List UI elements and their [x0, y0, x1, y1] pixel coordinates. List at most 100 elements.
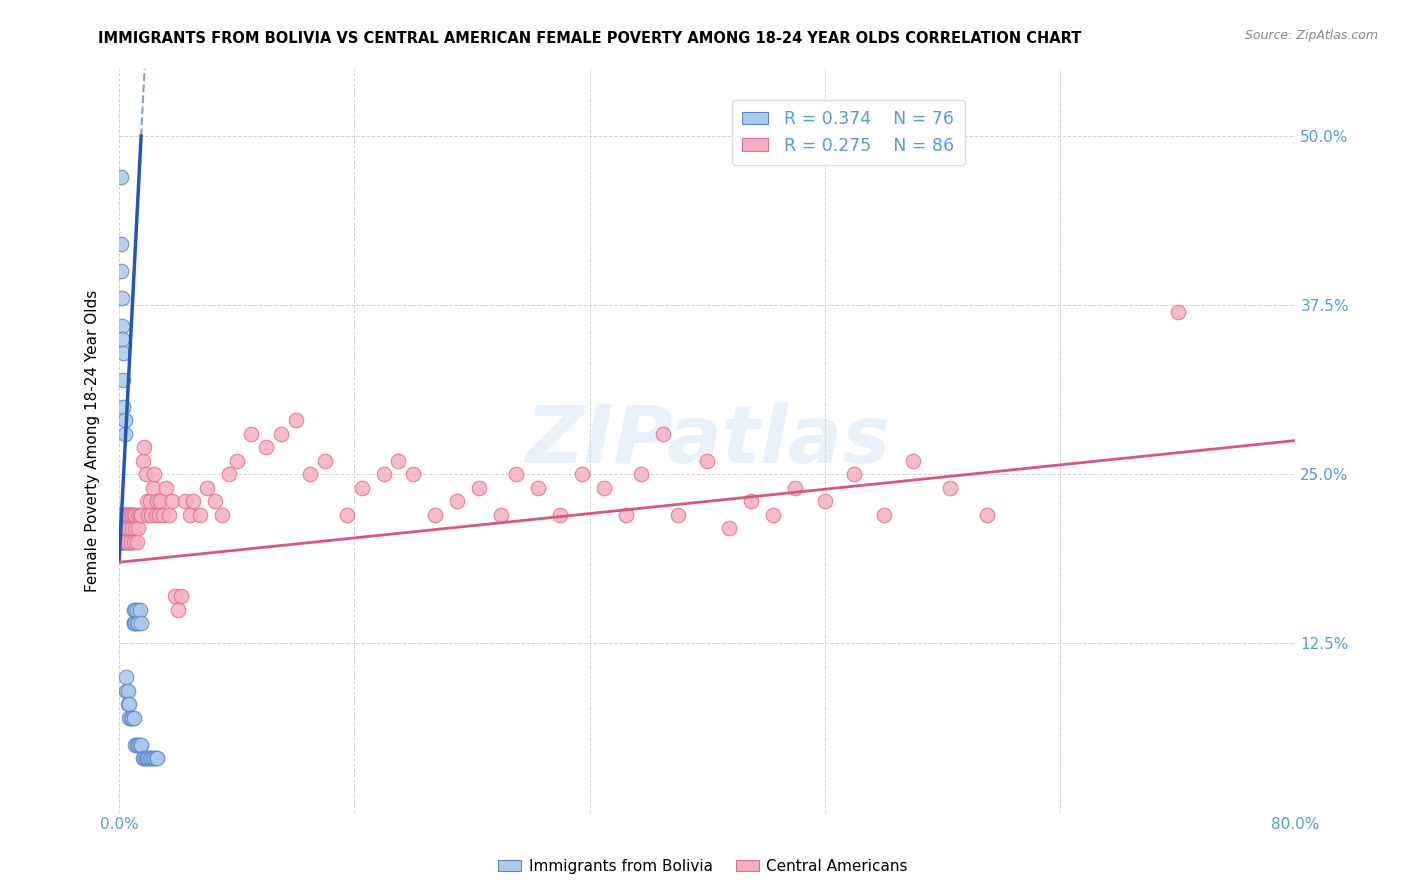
Point [446, 494, 468, 508]
Point [142, 481, 165, 495]
Point [120, 711, 142, 725]
Point [118, 698, 141, 712]
Point [111, 521, 134, 535]
Point [181, 494, 204, 508]
Point [468, 481, 491, 495]
Point [139, 751, 162, 765]
Point [110, 521, 132, 535]
Point [115, 508, 138, 522]
Point [146, 494, 169, 508]
Point [117, 508, 139, 522]
Point [593, 481, 616, 495]
Point [132, 751, 155, 765]
Point [616, 508, 638, 522]
Point [118, 535, 141, 549]
Point [125, 738, 148, 752]
Point [115, 683, 138, 698]
Point [254, 440, 277, 454]
Point [146, 751, 169, 765]
Point [240, 426, 263, 441]
Point [117, 535, 139, 549]
Point [270, 426, 292, 441]
Point [195, 481, 218, 495]
Point [117, 521, 139, 535]
Point [387, 454, 409, 468]
Point [652, 426, 675, 441]
Point [117, 698, 139, 712]
Point [149, 494, 172, 508]
Point [350, 481, 373, 495]
Point [939, 481, 962, 495]
Legend:   R = 0.374    N = 76,   R = 0.275    N = 86: R = 0.374 N = 76, R = 0.275 N = 86 [731, 100, 965, 165]
Point [115, 508, 138, 522]
Point [141, 751, 163, 765]
Point [114, 413, 136, 427]
Legend: Immigrants from Bolivia, Central Americans: Immigrants from Bolivia, Central America… [492, 853, 914, 880]
Point [121, 521, 143, 535]
Point [127, 616, 149, 631]
Point [143, 751, 166, 765]
Point [110, 535, 132, 549]
Point [115, 521, 138, 535]
Point [314, 454, 336, 468]
Point [129, 616, 152, 631]
Point [505, 467, 527, 482]
Point [696, 454, 718, 468]
Point [111, 535, 134, 549]
Point [491, 508, 513, 522]
Point [117, 683, 139, 698]
Point [120, 508, 142, 522]
Point [114, 535, 136, 549]
Point [118, 521, 141, 535]
Point [111, 292, 134, 306]
Point [112, 508, 135, 522]
Point [125, 602, 148, 616]
Point [152, 508, 174, 522]
Point [132, 440, 155, 454]
Point [122, 535, 145, 549]
Point [124, 616, 146, 631]
Point [114, 521, 136, 535]
Point [114, 535, 136, 549]
Point [548, 508, 571, 522]
Point [124, 521, 146, 535]
Text: IMMIGRANTS FROM BOLIVIA VS CENTRAL AMERICAN FEMALE POVERTY AMONG 18-24 YEAR OLDS: IMMIGRANTS FROM BOLIVIA VS CENTRAL AMERI… [98, 31, 1081, 46]
Point [118, 521, 141, 535]
Point [121, 521, 143, 535]
Point [131, 751, 153, 765]
Y-axis label: Female Poverty Among 18-24 Year Olds: Female Poverty Among 18-24 Year Olds [86, 289, 100, 591]
Point [145, 751, 167, 765]
Point [122, 616, 145, 631]
Point [111, 332, 134, 346]
Point [204, 494, 226, 508]
Point [112, 521, 135, 535]
Point [114, 508, 136, 522]
Point [136, 751, 159, 765]
Point [373, 467, 395, 482]
Point [122, 711, 145, 725]
Point [167, 602, 190, 616]
Point [630, 467, 652, 482]
Point [425, 508, 447, 522]
Point [785, 481, 807, 495]
Point [120, 535, 142, 549]
Point [127, 521, 149, 535]
Point [124, 508, 146, 522]
Point [122, 508, 145, 522]
Point [112, 345, 135, 359]
Point [976, 508, 998, 522]
Point [143, 467, 166, 482]
Point [124, 738, 146, 752]
Point [118, 508, 141, 522]
Point [121, 711, 143, 725]
Point [128, 602, 150, 616]
Point [139, 494, 162, 508]
Point [145, 508, 167, 522]
Point [129, 738, 152, 752]
Point [121, 535, 143, 549]
Point [125, 616, 148, 631]
Point [111, 318, 134, 333]
Point [112, 508, 135, 522]
Point [117, 508, 139, 522]
Point [148, 508, 170, 522]
